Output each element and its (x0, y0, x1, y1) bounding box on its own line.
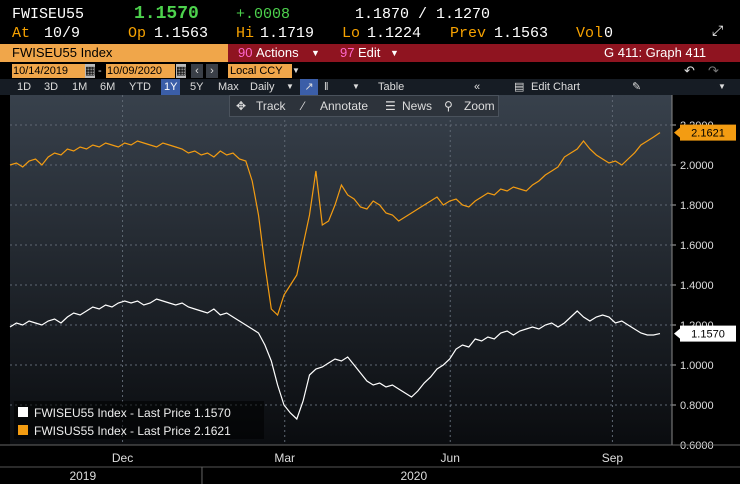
news-button[interactable]: News (402, 99, 433, 113)
chart-type-dropdown-icon[interactable]: ▼ (352, 82, 360, 91)
period-3d[interactable]: 3D (44, 81, 59, 93)
volume-label: Vol (576, 25, 604, 42)
y-tick-label: 1.6000 (680, 240, 714, 252)
y-tick-label: 0.8000 (680, 400, 714, 412)
prev-label: Prev (450, 25, 487, 42)
period-6m[interactable]: 6M (100, 81, 116, 93)
currency-field[interactable]: Local CCY (228, 64, 292, 78)
legend-swatch-0 (18, 407, 28, 417)
date-separator: - (98, 65, 102, 77)
open-label: Op (128, 25, 147, 42)
frequency-dropdown-icon[interactable]: ▼ (286, 82, 294, 91)
ticker[interactable]: FWISEU55 (12, 6, 85, 23)
y-tick-label: 1.4000 (680, 280, 714, 292)
period-1y[interactable]: 1Y (161, 79, 181, 95)
redo-icon[interactable]: ↷ (708, 63, 719, 78)
end-calendar-icon[interactable]: ▦ (176, 64, 187, 78)
last-value-pointer-0 (674, 328, 680, 339)
high-value: 1.1719 (260, 25, 315, 42)
y-tick-label: 1.0000 (680, 360, 714, 372)
collapse-icon[interactable]: « (474, 81, 481, 93)
x-tick-label: Sep (602, 451, 624, 465)
x-tick-label: Mar (274, 451, 295, 465)
prev-period-icon[interactable]: ‹ (191, 64, 203, 78)
chart-area: 0.60000.80001.00001.20001.40001.60001.80… (0, 95, 740, 484)
bid-ask: 1.1870 / 1.1270 (355, 6, 491, 23)
popout-icon[interactable]: ⤢ (712, 24, 724, 40)
prev-value: 1.1563 (494, 25, 549, 42)
security-field[interactable]: FWISEU55 Index (0, 44, 228, 62)
edit-dropdown-icon[interactable]: ▼ (390, 48, 399, 58)
track-icon[interactable]: ✥ (236, 99, 247, 113)
legend-label-1: FWISUS55 Index - Last Price 2.1621 (34, 424, 231, 438)
currency-dropdown-icon[interactable]: ▼ (292, 66, 300, 75)
x-tick-label: Jun (441, 451, 460, 465)
last-value-pointer-1 (674, 127, 680, 138)
net-change: +.0008 (236, 6, 291, 23)
date-range-row: 10/14/2019 ▦ - 10/09/2020 ▦ ‹ › Local CC… (0, 63, 740, 79)
line-chart-icon[interactable]: ↗ (300, 79, 318, 95)
zoom-button[interactable]: Zoom (464, 99, 495, 113)
news-icon[interactable]: ☰ (385, 99, 396, 113)
bar-chart-icon[interactable]: ‖ (324, 81, 329, 93)
actions-number: 90 (238, 45, 253, 60)
start-date-field[interactable]: 10/14/2019 (12, 64, 85, 78)
actions-dropdown-icon[interactable]: ▼ (311, 48, 320, 58)
legend-label-0: FWISEU55 Index - Last Price 1.1570 (34, 406, 231, 420)
chart-toolbar: ✥ Track ⁄ Annotate ☰ News ⚲ Zoom (229, 95, 499, 117)
actions-menu[interactable]: Actions (256, 45, 299, 60)
frequency-select[interactable]: Daily (250, 81, 275, 93)
plot-background (10, 95, 672, 445)
y-tick-label: 0.6000 (680, 440, 714, 452)
series-line-0 (9, 298, 661, 421)
open-value: 1.1563 (154, 25, 209, 42)
last-value-label-0: 1.1570 (691, 329, 725, 341)
low-label: Lo (342, 25, 361, 42)
more-dropdown-icon[interactable]: ▼ (718, 82, 726, 91)
low-value: 1.1224 (367, 25, 422, 42)
series-line-1 (9, 132, 661, 317)
period-max[interactable]: Max (218, 81, 239, 93)
at-label: At (12, 25, 31, 42)
edit-menu[interactable]: Edit (358, 45, 381, 60)
last-price: 1.1570 (134, 4, 199, 24)
period-1d[interactable]: 1D (17, 81, 32, 93)
year-label: 2019 (69, 469, 96, 483)
year-label: 2020 (400, 469, 427, 483)
graph-name: G 411: Graph 411 (604, 45, 707, 60)
last-value-box-1 (680, 124, 736, 141)
period-row: 1D 3D 1M 6M YTD 1Y 5Y Max Daily ▼ ↗ ‖ ▼ … (0, 79, 740, 95)
quote-header: FWISEU55 1.1570 +.0008 1.1870 / 1.1270 A… (0, 0, 740, 44)
menu-bar: FWISEU55 Index 90 Actions ▼ 97 Edit ▼ G … (0, 44, 740, 62)
start-calendar-icon[interactable]: ▦ (85, 64, 96, 78)
edit-chart-icon[interactable]: ▤ (514, 81, 525, 93)
legend-box (14, 401, 264, 439)
table-button[interactable]: Table (378, 81, 405, 93)
zoom-icon[interactable]: ⚲ (444, 99, 453, 113)
next-period-icon[interactable]: › (206, 64, 218, 78)
undo-icon[interactable]: ↶ (684, 63, 695, 78)
pencil-icon[interactable]: ✎ (632, 81, 642, 93)
last-value-box-0 (680, 325, 736, 342)
period-ytd[interactable]: YTD (129, 81, 151, 93)
x-tick-label: Dec (112, 451, 133, 465)
edit-number: 97 (340, 45, 355, 60)
y-tick-label: 1.8000 (680, 200, 714, 212)
last-value-label-1: 2.1621 (691, 128, 725, 140)
track-button[interactable]: Track (256, 99, 286, 113)
volume-value: 0 (604, 25, 614, 42)
period-5y[interactable]: 5Y (190, 81, 204, 93)
at-value: 10/9 (44, 25, 81, 42)
annotate-icon[interactable]: ⁄ (302, 99, 305, 113)
annotate-button[interactable]: Annotate (320, 99, 369, 113)
y-tick-label: 2.0000 (680, 160, 714, 172)
legend-swatch-1 (18, 425, 28, 435)
price-chart[interactable]: 0.60000.80001.00001.20001.40001.60001.80… (0, 95, 740, 484)
high-label: Hi (236, 25, 255, 42)
period-1m[interactable]: 1M (72, 81, 88, 93)
end-date-field[interactable]: 10/09/2020 (106, 64, 175, 78)
edit-chart-button[interactable]: Edit Chart (531, 81, 580, 93)
